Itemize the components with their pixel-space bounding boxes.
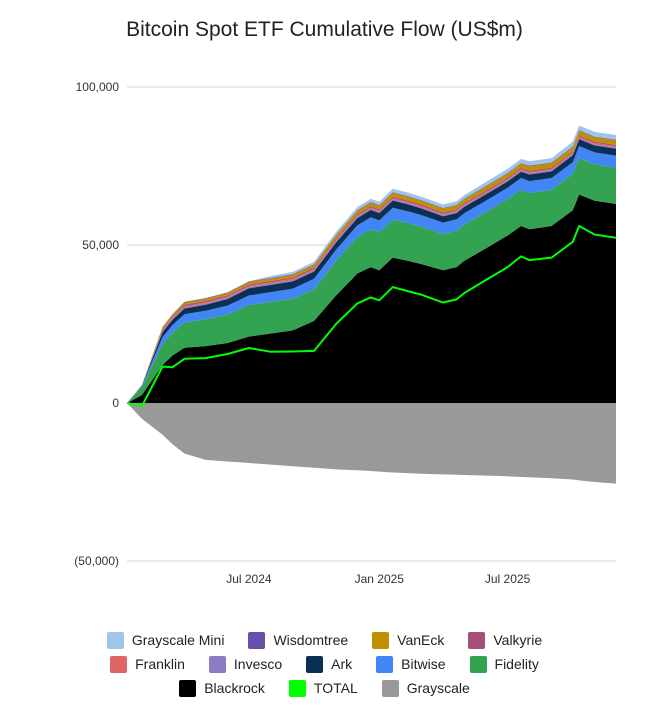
legend-swatch xyxy=(248,631,266,649)
chart-title: Bitcoin Spot ETF Cumulative Flow (US$m) xyxy=(126,18,523,41)
legend-swatch xyxy=(381,679,399,697)
legend-item-vaneck: VanEck xyxy=(372,631,445,649)
legend-swatch xyxy=(306,655,324,673)
legend-label: Invesco xyxy=(233,656,283,672)
y-axis: 100,000 50,000 0 (50,000) xyxy=(74,80,119,568)
x-axis: Jul 2024 Jan 2025 Jul 2025 xyxy=(226,572,530,586)
legend-label: VanEck xyxy=(397,632,445,648)
legend-label: Blackrock xyxy=(204,680,265,696)
area-grayscale xyxy=(127,403,616,484)
legend-item-grayscale-mini: Grayscale Mini xyxy=(106,631,225,649)
area-bitwise xyxy=(127,146,616,404)
stacked-areas xyxy=(127,125,616,484)
legend-label: Wisdomtree xyxy=(273,632,349,648)
legend-item-wisdomtree: Wisdomtree xyxy=(248,631,349,649)
legend-item-blackrock: Blackrock xyxy=(179,679,265,697)
legend-swatch xyxy=(208,655,226,673)
area-fidelity xyxy=(127,158,616,403)
total-line-layer xyxy=(126,225,617,408)
legend-item-valkyrie: Valkyrie xyxy=(468,631,543,649)
legend-item-franklin: Franklin xyxy=(110,655,185,673)
legend-swatch xyxy=(469,655,487,673)
legend-swatch xyxy=(468,631,486,649)
y-tick-label: 50,000 xyxy=(82,238,119,252)
x-tick-label: Jul 2025 xyxy=(485,572,531,586)
legend-item-bitwise: Bitwise xyxy=(376,655,446,673)
legend-swatch xyxy=(110,655,128,673)
y-tick-label: (50,000) xyxy=(74,554,119,568)
x-tick-label: Jan 2025 xyxy=(355,572,405,586)
legend-label: Franklin xyxy=(135,656,185,672)
total-line xyxy=(126,225,617,408)
legend-item-total: TOTAL xyxy=(288,679,358,697)
legend-label: Fidelity xyxy=(494,656,539,672)
legend-label: Valkyrie xyxy=(493,632,543,648)
legend-item-fidelity: Fidelity xyxy=(469,655,539,673)
legend-swatch xyxy=(376,655,394,673)
legend-item-invesco: Invesco xyxy=(208,655,283,673)
legend-item-grayscale: Grayscale xyxy=(381,679,470,697)
legend: Grayscale Mini Wisdomtree VanEck Valkyrie Fr… xyxy=(0,628,649,700)
legend-label: TOTAL xyxy=(313,680,358,696)
x-tick-label: Jul 2024 xyxy=(226,572,272,586)
legend-swatch xyxy=(106,631,124,649)
legend-item-ark: Ark xyxy=(306,655,353,673)
legend-row: Blackrock TOTAL Grayscale xyxy=(0,676,649,700)
y-tick-label: 0 xyxy=(112,396,119,410)
legend-row: Franklin Invesco Ark Bitwise Fidelity xyxy=(0,652,649,676)
legend-label: Grayscale Mini xyxy=(131,632,225,648)
y-tick-label: 100,000 xyxy=(76,80,120,94)
legend-swatch xyxy=(372,631,390,649)
legend-label: Grayscale xyxy=(406,680,470,696)
legend-label: Ark xyxy=(331,656,353,672)
legend-label: Bitwise xyxy=(401,656,446,672)
area-ark xyxy=(127,139,616,403)
legend-swatch xyxy=(179,679,197,697)
legend-row: Grayscale Mini Wisdomtree VanEck Valkyrie xyxy=(0,628,649,652)
legend-swatch xyxy=(288,679,306,697)
